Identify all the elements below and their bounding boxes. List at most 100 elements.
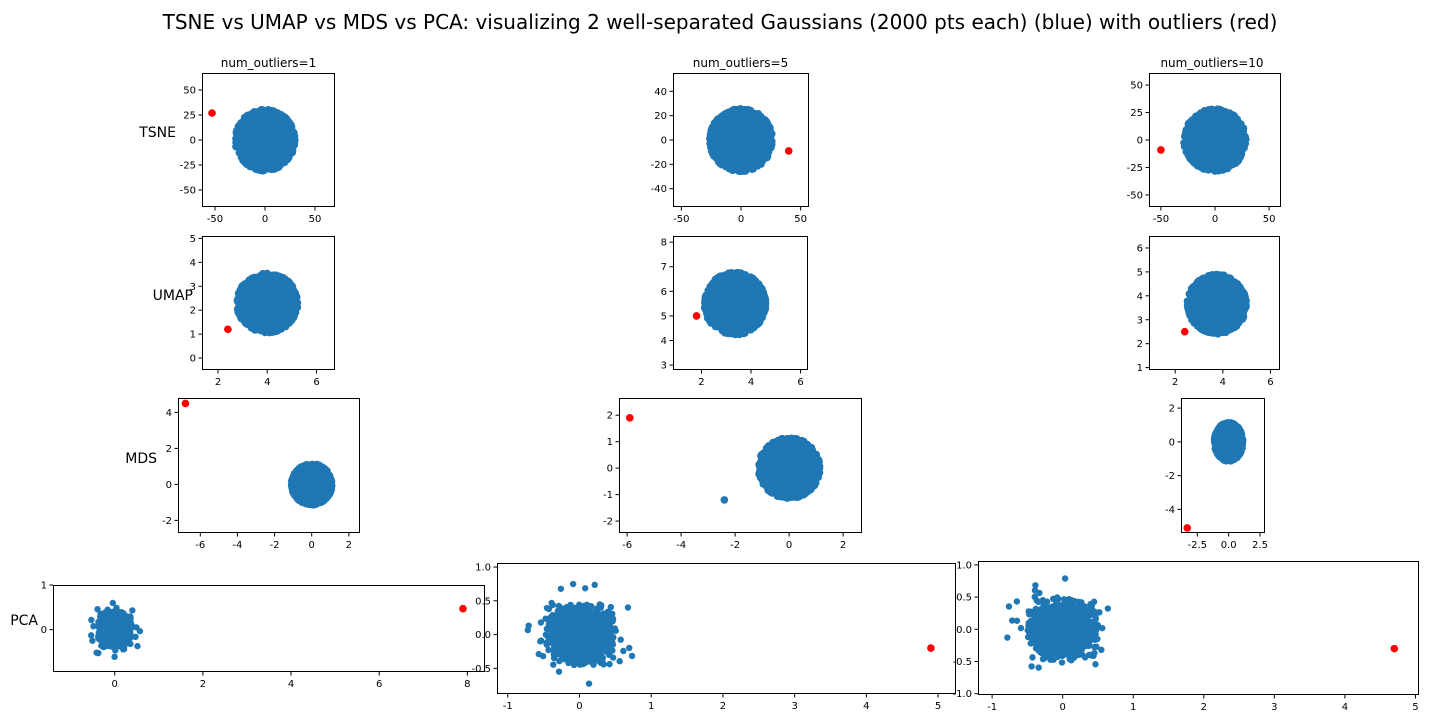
inlier-point <box>715 155 722 162</box>
inlier-point <box>270 110 277 117</box>
inlier-point <box>1215 114 1222 121</box>
inlier-point <box>750 165 757 172</box>
inlier-point <box>250 143 257 150</box>
inlier-point <box>236 145 243 152</box>
figure-title: TSNE vs UMAP vs MDS vs PCA: visualizing … <box>162 10 1278 34</box>
row-label-umap: UMAP <box>153 288 193 304</box>
inlier-point <box>749 145 756 152</box>
inlier-point <box>269 147 276 154</box>
x-tick-label: -50 <box>207 214 223 225</box>
inlier-point <box>740 150 747 157</box>
y-tick-label: 0 <box>661 136 667 147</box>
inlier-point <box>744 106 751 113</box>
inlier-point <box>1200 119 1207 126</box>
inlier-point <box>741 167 748 174</box>
inlier-point <box>1228 130 1235 137</box>
x-tick-label: 50 <box>1263 214 1276 225</box>
row-label-pca: PCA <box>10 613 38 629</box>
inlier-point <box>253 152 260 159</box>
inlier-point <box>248 118 255 125</box>
inlier-point <box>747 128 754 135</box>
column-title-2: num_outliers=5 <box>693 56 788 70</box>
inlier-point <box>719 114 726 121</box>
inlier-point <box>1237 140 1244 147</box>
inlier-point <box>767 141 774 148</box>
inlier-point <box>727 108 734 115</box>
inlier-point <box>1207 155 1214 162</box>
inlier-point <box>735 122 742 129</box>
inlier-point <box>1204 142 1211 149</box>
y-tick-label: 50 <box>1130 81 1143 92</box>
inlier-point <box>763 133 770 140</box>
inlier-point <box>722 123 729 130</box>
x-tick-label: -50 <box>1153 214 1169 225</box>
inlier-cloud <box>1180 105 1249 175</box>
column-title-1: num_outliers=1 <box>221 56 316 70</box>
x-tick-label: 0 <box>1212 214 1218 225</box>
inlier-point <box>245 160 252 167</box>
x-tick-label: -50 <box>673 214 689 225</box>
inlier-cloud <box>706 105 775 175</box>
row-label-mds: MDS <box>125 451 157 467</box>
inlier-point <box>278 119 285 126</box>
y-tick-label: 50 <box>183 86 196 97</box>
y-tick-label: 0 <box>190 136 196 147</box>
y-tick-label: 40 <box>654 87 667 98</box>
inlier-point <box>268 127 275 134</box>
inlier-point <box>1229 147 1236 154</box>
inlier-point <box>714 130 721 137</box>
inlier-point <box>1212 166 1219 173</box>
inlier-point <box>1216 151 1223 158</box>
inlier-point <box>258 106 265 113</box>
outlier-point <box>208 109 216 117</box>
y-tick-label: 0 <box>1137 136 1143 147</box>
inlier-point <box>259 124 266 131</box>
inlier-point <box>1215 139 1222 146</box>
inlier-point <box>1206 108 1213 115</box>
row-label-tsne: TSNE <box>138 125 176 141</box>
inlier-point <box>721 161 728 168</box>
inlier-point <box>744 114 751 121</box>
inlier-point <box>732 164 739 171</box>
inlier-point <box>759 117 766 124</box>
y-tick-label: -40 <box>651 184 667 195</box>
inlier-point <box>1199 110 1206 117</box>
inlier-point <box>755 160 762 167</box>
y-tick-label: -20 <box>651 160 667 171</box>
inlier-point <box>749 138 756 145</box>
inlier-point <box>258 146 265 153</box>
y-tick-label: -50 <box>1127 190 1143 201</box>
inlier-point <box>250 132 257 139</box>
inlier-point <box>1185 121 1192 128</box>
inlier-point <box>235 133 242 140</box>
inlier-point <box>1227 137 1234 144</box>
inlier-point <box>722 145 729 152</box>
column-title-3: num_outliers=10 <box>1160 56 1263 70</box>
inlier-point <box>247 124 254 131</box>
outlier-point <box>1157 146 1165 154</box>
inlier-point <box>283 149 290 156</box>
y-tick-label: -25 <box>1127 163 1143 174</box>
outlier-point <box>785 147 793 155</box>
inlier-point <box>732 138 739 145</box>
inlier-point <box>1215 131 1222 138</box>
inlier-point <box>267 118 274 125</box>
y-tick-label: 20 <box>654 111 667 122</box>
inlier-point <box>1217 107 1224 114</box>
subplot-grid: -50 0 5050250-25-50-50 0 5040200-20-40-50 0 50… <box>41 74 1419 714</box>
inlier-point <box>1193 158 1200 165</box>
y-tick-label: -50 <box>180 186 196 197</box>
inlier-point <box>1189 131 1196 138</box>
x-tick-label: 50 <box>794 214 807 225</box>
x-tick-label: 0 <box>262 214 268 225</box>
inlier-cloud <box>232 106 298 174</box>
inlier-point <box>1219 159 1226 166</box>
inlier-point <box>1194 146 1201 153</box>
inlier-point <box>1216 125 1223 132</box>
inlier-point <box>276 134 283 141</box>
inlier-point <box>1185 153 1192 160</box>
